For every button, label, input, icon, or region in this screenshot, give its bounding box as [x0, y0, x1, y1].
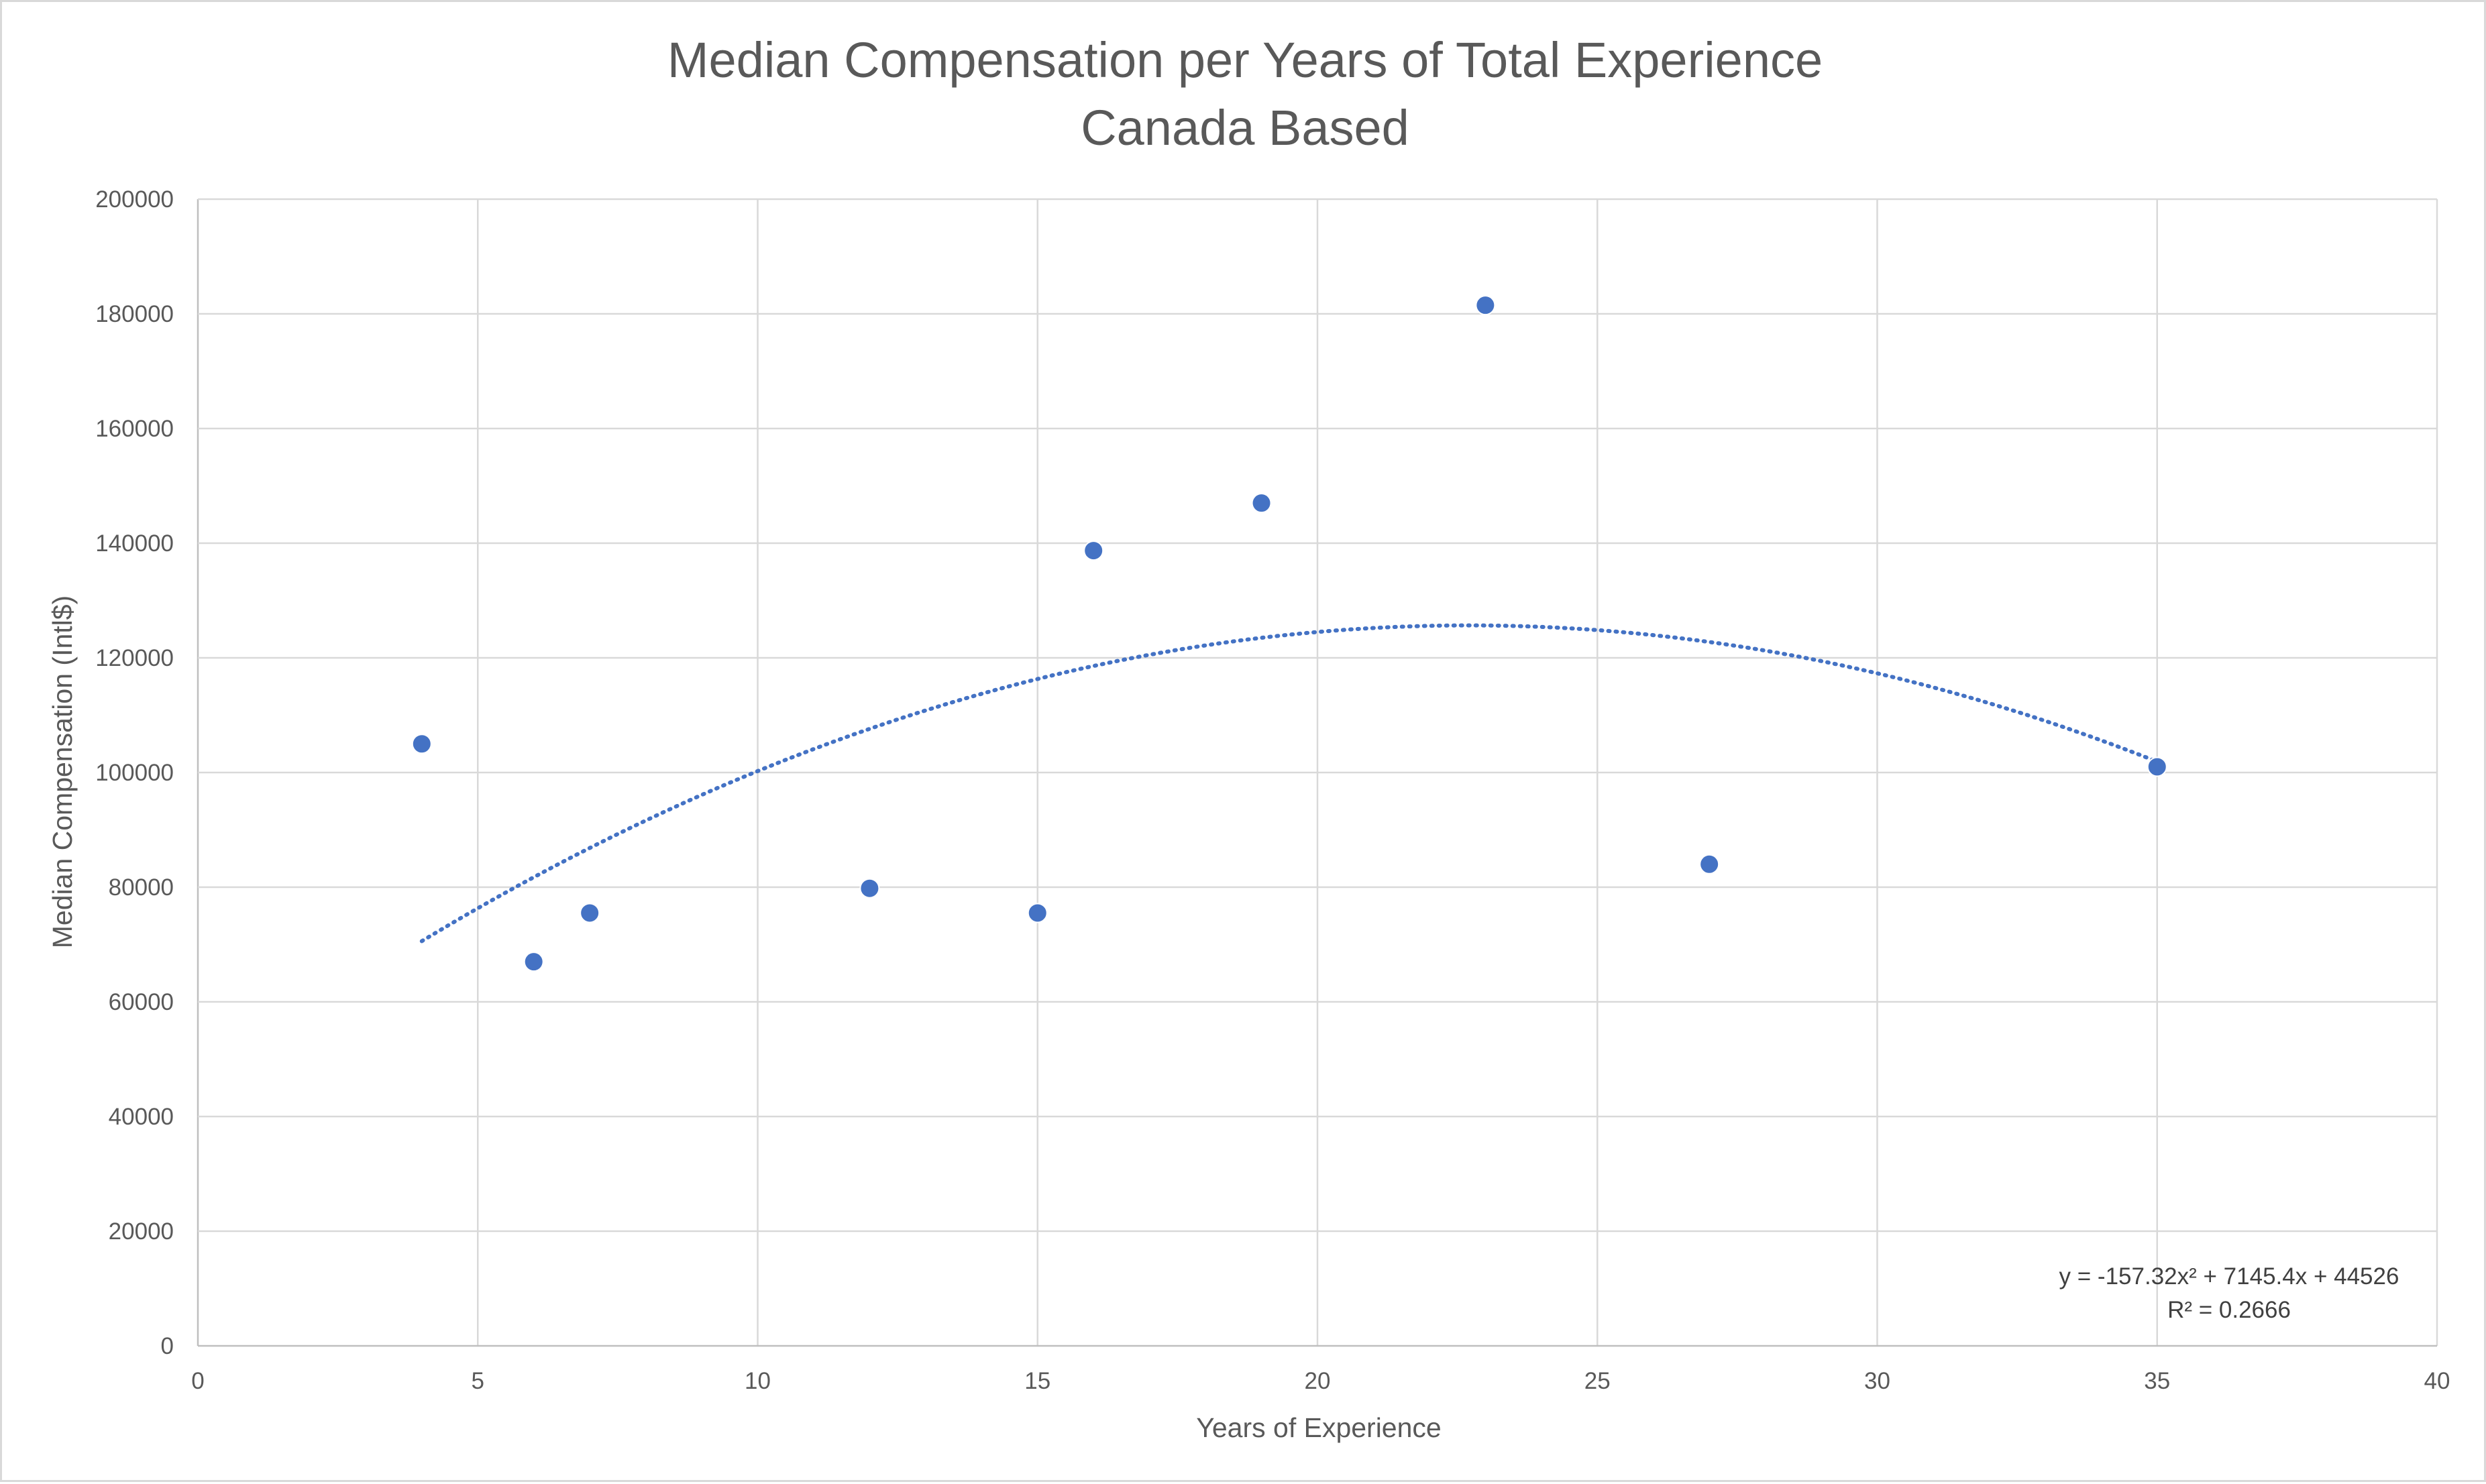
y-tick-label: 20000	[109, 1218, 174, 1245]
data-point	[411, 734, 432, 754]
y-tick-label: 200000	[95, 186, 174, 213]
x-tick-label: 35	[2144, 1368, 2170, 1394]
trendline-equation: y = -157.32x² + 7145.4x + 44526	[2059, 1263, 2399, 1290]
y-tick-label: 80000	[109, 874, 174, 901]
data-point	[1251, 493, 1272, 514]
data-point	[859, 878, 880, 899]
y-tick-label: 120000	[95, 645, 174, 671]
y-tick-label: 0	[161, 1333, 174, 1359]
data-point	[2147, 756, 2167, 777]
data-point	[1475, 295, 1496, 316]
x-tick-label: 0	[191, 1368, 204, 1394]
data-point	[1027, 903, 1048, 923]
y-axis-title: Median Compensation (Intl$)	[47, 595, 78, 948]
x-tick-label: 30	[1864, 1368, 1890, 1394]
data-point	[580, 903, 600, 923]
y-axis-tick-labels: 0 20000 40000 60000 80000 100000 120000 140000 1…	[95, 186, 174, 1359]
x-tick-label: 25	[1584, 1368, 1611, 1394]
chart-title: Median Compensation per Years of Total E…	[667, 32, 1823, 88]
y-tick-label: 180000	[95, 301, 174, 327]
trendline-r-squared: R² = 0.2666	[2167, 1297, 2291, 1323]
x-tick-label: 20	[1305, 1368, 1331, 1394]
y-tick-label: 100000	[95, 760, 174, 786]
chart-subtitle: Canada Based	[1081, 100, 1409, 156]
trendline	[419, 623, 2159, 944]
gridlines	[197, 198, 2438, 1347]
x-axis-title: Years of Experience	[1196, 1412, 1441, 1443]
x-tick-label: 10	[745, 1368, 771, 1394]
x-tick-label: 5	[472, 1368, 484, 1394]
y-tick-label: 40000	[109, 1104, 174, 1130]
data-point	[523, 952, 544, 972]
data-point	[1699, 854, 1720, 874]
data-points	[411, 295, 2167, 972]
y-tick-label: 140000	[95, 530, 174, 557]
y-tick-label: 60000	[109, 989, 174, 1015]
y-tick-label: 160000	[95, 416, 174, 442]
x-axis-tick-labels: 0 5 10 15 20 25 30 35 40	[191, 1368, 2450, 1394]
x-tick-label: 15	[1024, 1368, 1050, 1394]
data-point	[1083, 540, 1104, 561]
x-tick-label: 40	[2424, 1368, 2450, 1394]
